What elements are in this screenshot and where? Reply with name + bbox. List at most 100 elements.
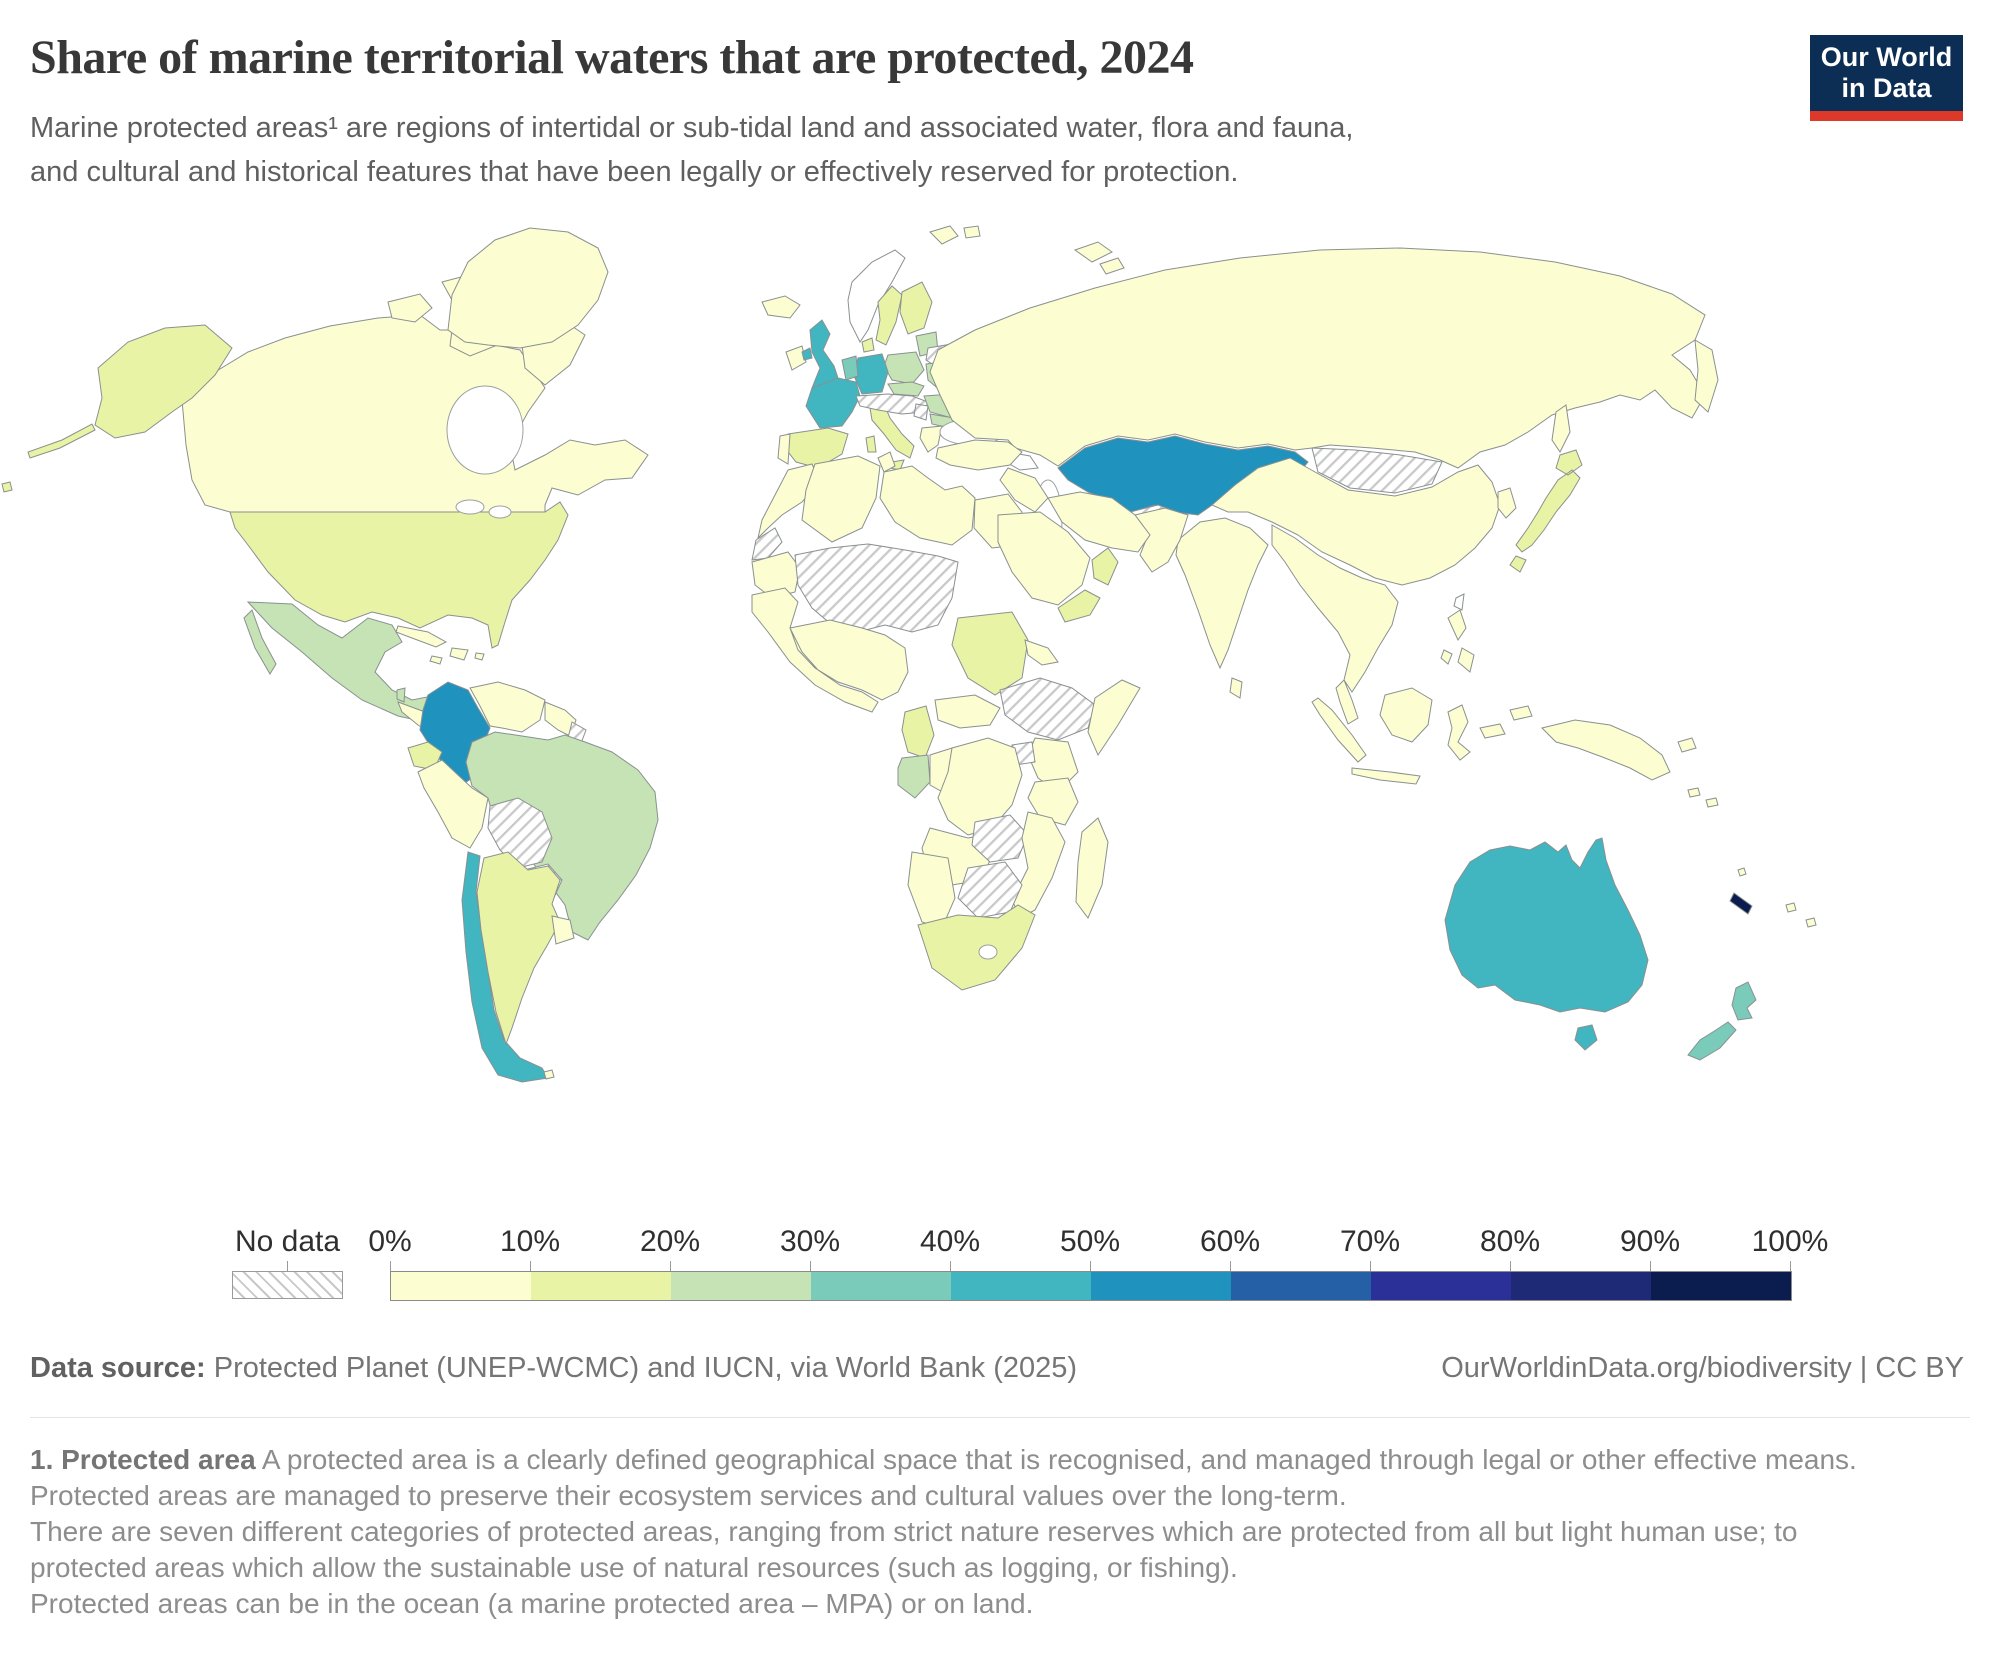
country-sahel-region[interactable] — [794, 543, 959, 633]
country-denmark[interactable] — [861, 337, 875, 353]
country-ireland[interactable] — [785, 345, 807, 371]
country-turkey[interactable] — [935, 439, 1023, 471]
country-svalbard[interactable] — [929, 225, 981, 245]
country-libya[interactable] — [879, 465, 976, 546]
country-japan[interactable] — [1509, 449, 1583, 573]
country-hispaniola[interactable] — [429, 647, 485, 665]
country-usa[interactable] — [229, 501, 569, 649]
legend-tick-label-50%: 50% — [1059, 1225, 1121, 1258]
country-gabon[interactable] — [897, 754, 931, 799]
legend-bin-80-90%[interactable] — [1511, 1272, 1651, 1300]
country-solomon-islands[interactable] — [1687, 787, 1719, 808]
legend-bin-20-30%[interactable] — [671, 1272, 811, 1300]
country-somalia[interactable] — [1087, 679, 1141, 757]
legend-bin-70-80%[interactable] — [1371, 1272, 1511, 1300]
country-madagascar[interactable] — [1075, 817, 1109, 919]
country-western-sahara[interactable] — [751, 527, 783, 561]
legend-tick-label-90%: 90% — [1619, 1225, 1681, 1258]
country-mauritania[interactable] — [751, 551, 801, 599]
country-ethiopia[interactable] — [999, 677, 1096, 741]
country-venezuela[interactable] — [469, 681, 546, 733]
country-portugal[interactable] — [777, 433, 791, 465]
country-korea[interactable] — [1497, 487, 1517, 519]
owid-logo-red-bar — [1810, 111, 1963, 121]
country-new-zealand[interactable] — [1687, 981, 1757, 1061]
country-argentina[interactable] — [476, 851, 561, 1046]
country-russia[interactable] — [929, 247, 1706, 469]
country-peru[interactable] — [417, 759, 489, 849]
country-falklands[interactable] — [543, 1069, 555, 1080]
country-iceland[interactable] — [761, 295, 801, 319]
country-oman-uae[interactable] — [1091, 547, 1119, 586]
country-namibia[interactable] — [907, 851, 956, 929]
legend-bin-60-70%[interactable] — [1231, 1272, 1371, 1300]
country-finland[interactable] — [899, 281, 933, 335]
country-taiwan[interactable] — [1453, 593, 1465, 611]
country-sakhalin[interactable] — [1551, 404, 1571, 453]
hudson-bay — [446, 385, 524, 475]
legend-nodata-label: No data — [234, 1225, 341, 1258]
legend-tick-label-30%: 30% — [779, 1225, 841, 1258]
country-tasmania[interactable] — [1574, 1024, 1598, 1051]
country-philippines[interactable] — [1440, 609, 1475, 673]
footnote-text-1: A protected area is a clearly defined ge… — [255, 1444, 1857, 1475]
legend-tick-label-20%: 20% — [639, 1225, 701, 1258]
country-car[interactable] — [934, 694, 1001, 729]
country-tunisia[interactable] — [877, 451, 896, 473]
country-south-africa[interactable] — [917, 904, 1036, 991]
owid-logo-line2: in Data — [1841, 73, 1932, 103]
country-iran[interactable] — [1047, 491, 1151, 553]
country-alaska[interactable] — [27, 324, 233, 459]
legend-tick-label-10%: 10% — [499, 1225, 561, 1258]
country-benelux[interactable] — [841, 355, 859, 381]
country-balkans-west[interactable] — [913, 403, 929, 421]
country-australia[interactable] — [1444, 837, 1649, 1013]
country-sudan[interactable] — [951, 611, 1029, 696]
country-poland[interactable] — [883, 351, 925, 385]
country-bolivia[interactable] — [487, 797, 553, 869]
country-indonesia[interactable] — [1311, 687, 1533, 785]
country-czechia-slovakia[interactable] — [887, 381, 925, 397]
legend-bin-30-40%[interactable] — [811, 1272, 951, 1300]
country-cuba[interactable] — [395, 625, 448, 648]
legend-nodata-swatch[interactable] — [232, 1271, 343, 1299]
country-saudi-arabia[interactable] — [997, 511, 1091, 606]
country-belize[interactable] — [396, 687, 406, 703]
country-china[interactable] — [1211, 457, 1501, 586]
country-sri-lanka[interactable] — [1229, 677, 1243, 699]
country-hawaii[interactable] — [1, 481, 13, 493]
legend-bin-0-10%[interactable] — [391, 1272, 531, 1300]
country-west-africa-coast[interactable] — [751, 587, 909, 713]
country-se-asia[interactable] — [1271, 524, 1399, 725]
country-germany[interactable] — [853, 353, 889, 395]
legend-bin-90-100%[interactable] — [1651, 1272, 1791, 1300]
country-yemen[interactable] — [1057, 589, 1101, 623]
country-uruguay[interactable] — [551, 915, 575, 945]
chart-subtitle: Marine protected areas¹ are regions of i… — [30, 112, 1354, 188]
attribution-link[interactable]: OurWorldinData.org/biodiversity | CC BY — [1441, 1352, 1964, 1384]
legend-bin-10-20%[interactable] — [531, 1272, 671, 1300]
country-eritrea[interactable] — [1024, 639, 1059, 666]
legend-bin-40-50%[interactable] — [951, 1272, 1091, 1300]
country-kamchatka[interactable] — [1694, 339, 1719, 413]
country-ecuador[interactable] — [407, 741, 443, 771]
footnote-line-1: 1. Protected area A protected area is a … — [30, 1442, 1857, 1478]
country-new-caledonia[interactable] — [1729, 892, 1753, 915]
country-zambia[interactable] — [971, 814, 1029, 863]
country-mongolia[interactable] — [1311, 447, 1443, 494]
country-india[interactable] — [1175, 517, 1269, 670]
country-cameroon[interactable] — [901, 705, 935, 759]
legend-tick-label-0%: 0% — [368, 1225, 412, 1258]
country-greece[interactable] — [919, 425, 943, 453]
country-tanzania[interactable] — [1027, 777, 1079, 826]
country-algeria[interactable] — [801, 455, 881, 543]
country-new-guinea[interactable] — [1541, 719, 1697, 781]
country-pacific-islands[interactable] — [1737, 867, 1817, 928]
owid-logo[interactable]: Our World in Data — [1810, 35, 1963, 121]
country-greenland[interactable] — [447, 227, 609, 349]
legend-bin-50-60%[interactable] — [1091, 1272, 1231, 1300]
country-novaya-zemlya[interactable] — [1073, 241, 1125, 275]
country-sweden[interactable] — [875, 285, 903, 346]
country-france[interactable] — [805, 377, 861, 429]
legend-ticks: 0% 10% 20% 30% 40% 50% 60% 70% 80% 90% 100% — [368, 1225, 1828, 1299]
